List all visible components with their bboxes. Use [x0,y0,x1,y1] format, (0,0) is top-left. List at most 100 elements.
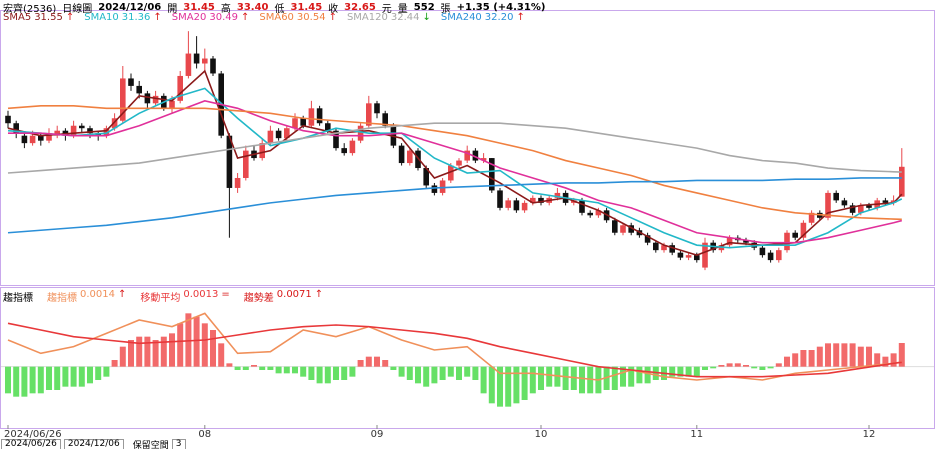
legend-name: SMA20 [171,12,207,23]
histogram-bar [472,366,479,380]
candle-body [382,113,388,126]
histogram-bar [185,313,192,367]
line [7,87,903,249]
histogram-bar [702,366,708,370]
histogram-bar [95,366,102,380]
volume-unit: 張 [440,4,451,15]
indicator-panel-border [0,287,935,429]
histogram-bar [890,353,897,367]
histogram-bar [611,366,618,390]
histogram-bar [816,346,823,367]
line [7,322,902,378]
candle-body [866,205,872,208]
end-date-input[interactable]: 2024/12/06 [63,439,124,449]
histogram-bar [726,363,733,367]
candle-body [858,205,864,213]
histogram-bar [513,366,520,404]
legend-name: SMA60 [259,12,294,23]
candle-body [595,210,602,216]
candle-body [464,150,470,161]
histogram-bar [275,366,282,374]
histogram-bar [775,363,782,367]
legend-value: 31.36 [121,12,151,23]
candle-body [366,103,372,126]
legend-value: 32.20 [484,12,514,23]
histogram-bar [784,356,790,367]
histogram-bar [13,366,20,397]
candle-body [882,200,889,203]
candle-body [5,115,11,124]
candle-body [554,192,561,198]
histogram-bar [464,366,471,377]
candle-body [538,197,544,203]
candle-body [530,197,536,203]
histogram-bar [177,323,184,367]
histogram-bar [70,366,77,387]
candle-body [341,148,347,154]
start-date-input[interactable]: 2024/06/26 [1,439,61,449]
legend-value: 0.0071 [276,289,312,300]
line [7,69,903,256]
legend-name: 移動平均 [140,293,181,304]
field-value: 33.40 [236,2,269,13]
field-value: 32.65 [344,2,376,13]
candle-body [202,58,208,64]
histogram-bar [46,366,52,390]
histogram-bar [128,340,134,367]
candle-body [472,150,479,161]
candle-body [13,123,19,134]
histogram-bar [423,366,430,387]
field-label: 低 [274,4,285,15]
histogram-bar [488,366,495,404]
volume-label: 量 [397,4,408,15]
histogram-bar [5,366,11,394]
histogram-bar [308,366,315,380]
x-tick-label: 12 [863,429,876,440]
histogram-bar [21,366,28,397]
date: 2024/12/06 [98,2,162,13]
candle-body [841,200,848,206]
histogram-bar [857,346,864,367]
histogram-bar [136,336,143,367]
candle-body [87,128,93,134]
line [7,122,902,174]
legend-item: SMA240 32.20 ↑ [441,12,525,23]
candle-body [185,53,192,76]
reserve-input[interactable]: 3 [171,439,186,449]
line [8,100,903,244]
histogram-bar [415,366,421,384]
histogram-bar [226,363,233,367]
candle-body [177,75,183,101]
line [7,105,902,221]
histogram-bar [201,323,208,367]
unit: 元 [381,4,392,15]
legend-value: 30.54 [296,12,326,23]
histogram-bar [357,360,364,367]
candle-body [111,118,118,129]
candle-body [267,130,274,144]
histogram-bar [242,366,249,370]
candle-body [620,225,626,233]
candle-body [226,135,233,188]
histogram-bar [874,353,881,367]
histogram-bar [234,366,241,370]
histogram-bar [669,366,676,377]
candle-body [54,130,60,136]
legend-name: SMA5 [3,12,32,23]
legend-trend: ↑ [65,12,75,23]
legend-value: 0.0014 [80,289,115,300]
volume: 552 [413,2,435,13]
histogram-bar [349,366,356,377]
histogram-bar [324,366,331,384]
histogram-bar [734,363,741,367]
histogram-bar [693,366,700,377]
histogram-bar [406,366,413,380]
histogram-bar [759,366,766,370]
candle-body [120,78,126,121]
histogram-bar [562,366,569,390]
histogram-bar [111,360,118,367]
histogram-bar [505,366,512,407]
candle-body [193,53,200,64]
